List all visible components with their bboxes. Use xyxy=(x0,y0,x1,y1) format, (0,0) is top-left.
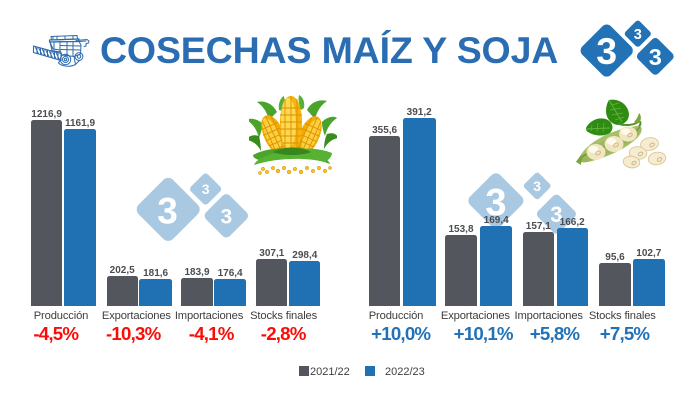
svg-text:3: 3 xyxy=(533,178,541,194)
svg-text:3: 3 xyxy=(157,190,178,231)
svg-text:3: 3 xyxy=(220,205,232,228)
svg-text:3: 3 xyxy=(550,202,562,227)
svg-text:3: 3 xyxy=(634,27,642,43)
svg-text:3: 3 xyxy=(596,30,617,72)
svg-text:3: 3 xyxy=(202,181,210,197)
svg-text:3: 3 xyxy=(485,182,506,224)
svg-text:3: 3 xyxy=(649,44,662,70)
